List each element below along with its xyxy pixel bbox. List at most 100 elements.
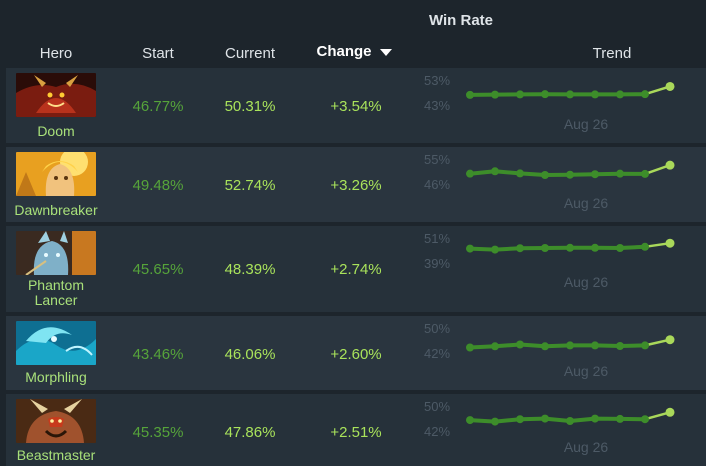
hero-portrait-dawnbreaker[interactable] xyxy=(16,152,96,196)
trend-point xyxy=(516,244,524,253)
current-value: 52.74% xyxy=(224,177,276,194)
trend-point xyxy=(491,342,499,351)
trend-point xyxy=(665,335,675,345)
change-value: +2.51% xyxy=(330,424,382,441)
table-row[interactable]: Phantom Lancer 45.65% 48.39% +2.74% 51% 3… xyxy=(6,226,706,312)
change-value: +3.26% xyxy=(330,177,382,194)
trend-low-label: 43% xyxy=(424,98,450,113)
column-header-current[interactable]: Current xyxy=(224,45,276,62)
trend-point xyxy=(491,245,499,254)
trend-point xyxy=(541,414,549,423)
hero-name[interactable]: Morphling xyxy=(25,369,87,385)
trend-point xyxy=(591,243,599,252)
trend-point xyxy=(641,242,649,251)
hero-cell[interactable]: Doom xyxy=(6,68,106,143)
hero-portrait-beastmaster[interactable] xyxy=(16,399,96,443)
hero-portrait-phantom-lancer[interactable] xyxy=(16,231,96,275)
hero-name[interactable]: Doom xyxy=(37,123,75,139)
trend-point xyxy=(466,90,474,99)
current-value: 46.06% xyxy=(224,346,276,363)
table-row[interactable]: Dawnbreaker 49.48% 52.74% +3.26% 55% 46% A… xyxy=(6,147,706,222)
trend-point xyxy=(616,414,624,423)
trend-point xyxy=(616,244,624,252)
table-header: Win Rate Hero Start Current Change Trend xyxy=(0,0,706,62)
hero-cell[interactable]: Morphling xyxy=(6,316,106,390)
trend-point xyxy=(516,90,524,99)
trend-point xyxy=(491,90,499,99)
trend-date-label: Aug 26 xyxy=(564,195,609,211)
trend-point xyxy=(516,340,524,349)
trend-point xyxy=(566,170,574,179)
trend-high-label: 51% xyxy=(424,231,450,246)
trend-point xyxy=(566,243,574,252)
trend-point xyxy=(591,414,599,423)
table-row[interactable]: Morphling 43.46% 46.06% +2.60% 50% 42% Aug… xyxy=(6,316,706,390)
trend-point xyxy=(665,81,675,91)
current-value: 50.31% xyxy=(224,98,276,115)
trend-high-label: 50% xyxy=(424,399,450,414)
trend-point xyxy=(466,416,474,425)
trend-low-label: 42% xyxy=(424,424,450,439)
trend-point xyxy=(516,169,524,178)
table-row[interactable]: Doom 46.77% 50.31% +3.54% 53% 43% Aug 26 xyxy=(6,68,706,143)
trend-line xyxy=(469,92,646,97)
trend-date-label: Aug 26 xyxy=(564,439,609,455)
trend-point xyxy=(641,341,649,350)
hero-cell[interactable]: Phantom Lancer xyxy=(6,226,106,312)
trend-point xyxy=(616,169,624,178)
column-header-change[interactable]: Change xyxy=(306,43,402,60)
trend-point xyxy=(541,342,549,351)
column-header-start[interactable]: Start xyxy=(142,45,174,62)
hero-cell[interactable]: Beastmaster xyxy=(6,394,106,466)
current-value: 47.86% xyxy=(224,424,276,441)
trend-low-label: 46% xyxy=(424,177,450,192)
trend-point xyxy=(541,90,549,99)
hero-cell[interactable]: Dawnbreaker xyxy=(6,147,106,222)
trend-high-label: 50% xyxy=(424,321,450,336)
trend-point xyxy=(566,341,574,350)
hero-portrait-morphling[interactable] xyxy=(16,321,96,365)
trend-point xyxy=(665,407,675,417)
current-value: 48.39% xyxy=(224,261,276,278)
trend-point xyxy=(616,90,624,99)
column-header-trend: Trend xyxy=(592,45,632,62)
trend-date-label: Aug 26 xyxy=(564,116,609,132)
trend-point xyxy=(665,160,675,170)
start-value: 49.48% xyxy=(132,177,184,194)
trend-sparkline: 50% 42% Aug 26 xyxy=(424,399,675,455)
trend-line xyxy=(469,244,646,252)
trend-point xyxy=(566,90,574,99)
change-value: +2.60% xyxy=(330,346,382,363)
trend-point xyxy=(491,167,499,176)
sort-descending-icon xyxy=(379,49,392,56)
column-header-hero[interactable]: Hero xyxy=(39,45,73,62)
start-value: 43.46% xyxy=(132,346,184,363)
trend-point xyxy=(665,238,675,248)
trend-point xyxy=(466,343,474,352)
start-value: 45.65% xyxy=(132,261,184,278)
hero-name[interactable]: Phantom Lancer xyxy=(27,277,85,308)
trend-point xyxy=(491,417,499,426)
start-value: 46.77% xyxy=(132,98,184,115)
trend-line xyxy=(469,342,646,350)
trend-point xyxy=(591,90,599,99)
trend-point xyxy=(566,417,574,425)
trend-sparkline: 53% 43% Aug 26 xyxy=(424,73,675,132)
trend-sparkline: 50% 42% Aug 26 xyxy=(424,321,675,379)
column-header-change-label: Change xyxy=(316,43,372,60)
hero-name[interactable]: Beastmaster xyxy=(16,447,96,463)
trend-date-label: Aug 26 xyxy=(564,274,609,290)
hero-name[interactable]: Dawnbreaker xyxy=(14,202,98,218)
hero-portrait-doom[interactable] xyxy=(16,73,96,117)
trend-point xyxy=(641,90,649,99)
trend-line xyxy=(469,169,646,177)
win-rate-group-title: Win Rate xyxy=(428,12,494,29)
start-value: 45.35% xyxy=(132,424,184,441)
trend-point xyxy=(591,341,599,350)
trend-line xyxy=(469,416,646,424)
trend-high-label: 55% xyxy=(424,152,450,167)
trend-point xyxy=(466,169,474,178)
trend-high-label: 53% xyxy=(424,73,450,88)
table-row[interactable]: Beastmaster 45.35% 47.86% +2.51% 50% 42% A… xyxy=(6,394,706,466)
trend-sparkline: 55% 46% Aug 26 xyxy=(424,152,675,211)
